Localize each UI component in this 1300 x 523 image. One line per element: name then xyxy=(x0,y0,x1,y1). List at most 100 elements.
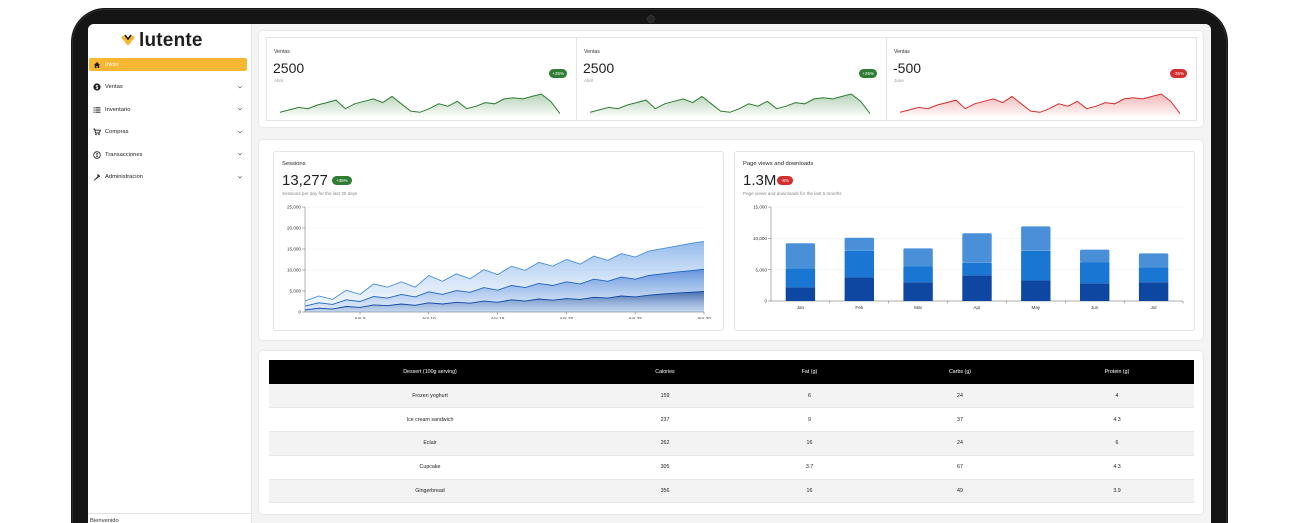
bar-segment xyxy=(1080,262,1110,284)
sidebar-item-label: Inventario xyxy=(105,106,131,113)
sparkline-line xyxy=(280,93,560,114)
cell-calories: 356 xyxy=(591,479,739,504)
table-row[interactable]: Gingerbread 356 16 49 3.9 xyxy=(269,479,1194,504)
cell-protein: 4 xyxy=(1040,384,1194,409)
y-tick-label: 10,000 xyxy=(287,268,301,273)
kpi-card: Ventas 2500 Abril +25% xyxy=(577,37,887,121)
y-tick-label: 20,000 xyxy=(287,226,301,231)
sidebar-item-administracion[interactable]: Administracion xyxy=(89,171,247,184)
sidebar-item-inventario[interactable]: Inventario xyxy=(89,103,247,116)
cell-dessert: Ice cream sandwich xyxy=(269,407,591,433)
x-tick-label: Apr 25 xyxy=(628,316,642,319)
column-header-carbs[interactable]: Carbs (g) xyxy=(948,369,972,375)
table-row[interactable]: Eclair 262 16 24 6 xyxy=(269,431,1194,456)
cell-calories: 262 xyxy=(591,431,739,456)
pageviews-value: 1.3M xyxy=(743,172,777,189)
series-area xyxy=(305,291,704,312)
y-tick-label: 15,000 xyxy=(287,247,301,252)
table-row[interactable]: Cupcake 305 3.7 67 4.3 xyxy=(269,455,1194,480)
table-row[interactable]: Frozen yoghurt 159 6 24 4 xyxy=(269,384,1194,409)
series-line xyxy=(304,268,705,307)
sidebar-item-label: Ventas xyxy=(105,84,123,90)
bar-segment xyxy=(962,262,992,276)
cell-dessert: Frozen yoghurt xyxy=(269,384,591,409)
bar-segment xyxy=(962,233,992,263)
sparkline-area xyxy=(900,94,1180,118)
sessions-card: Sessions 13,277 +35% Sessions per day fo… xyxy=(273,151,724,331)
cell-protein: 3.9 xyxy=(1040,479,1194,504)
sidebar-item-transacciones[interactable]: Transacciones xyxy=(89,148,247,161)
exchange-icon xyxy=(93,150,101,159)
cell-protein: 4.3 xyxy=(1040,407,1194,433)
sidebar-item-label: Compras xyxy=(105,129,129,135)
brand-logo[interactable]: lutente xyxy=(120,30,203,52)
column-header-fat[interactable]: Fat (g) xyxy=(801,369,818,375)
list-icon xyxy=(93,106,101,114)
bar-segment xyxy=(844,250,874,278)
series-line xyxy=(304,290,705,311)
sparkline xyxy=(590,93,870,118)
bar-segment xyxy=(1021,226,1051,251)
x-tick-label: Apr 30 xyxy=(697,316,711,319)
bar-segment xyxy=(1138,267,1169,283)
kpi-panel: Ventas 2500 Abril +25% Ventas 2500 Abril… xyxy=(259,31,1203,127)
cell-fat: 16 xyxy=(739,431,880,456)
app-screen: lutente Inicio Ventas Inventario xyxy=(88,24,1211,523)
sidebar-item-label: Transacciones xyxy=(105,151,143,158)
cell-protein: 6 xyxy=(1040,431,1194,456)
sessions-badge: +35% xyxy=(332,176,352,185)
kpi-card: Ventas -500 June -25% xyxy=(887,37,1197,121)
cell-protein: 4.3 xyxy=(1040,455,1194,480)
table-header-row: Dessert (100g serving) Calories Fat (g) … xyxy=(269,360,1194,384)
main-content: Ventas 2500 Abril +25% Ventas 2500 Abril… xyxy=(252,24,1211,523)
y-tick-label: 10,000 xyxy=(753,236,767,241)
cell-carbs: 67 xyxy=(880,455,1040,480)
sidebar-item-label: Administracion xyxy=(105,174,144,180)
sidebar-item-label: Inicio xyxy=(105,61,119,68)
kpi-title: Ventas xyxy=(274,49,290,55)
sidebar-footer: Bienvenido xyxy=(88,513,251,523)
cell-fat: 6 xyxy=(739,384,880,409)
cell-dessert: Eclair xyxy=(269,431,591,456)
kpi-title: Ventas xyxy=(894,49,910,55)
kpi-value: 2500 xyxy=(273,60,305,76)
sessions-area-chart: 0 5,000 10,000 15,000 20,000 25,000 Apr 5 Apr 1… xyxy=(287,205,711,319)
bar-segment xyxy=(1138,253,1169,268)
column-header-dessert[interactable]: Dessert (100g serving) xyxy=(403,369,457,375)
x-tick-label: Apr 20 xyxy=(560,316,574,319)
bar-segment xyxy=(844,277,874,301)
cell-dessert: Gingerbread xyxy=(269,479,591,504)
cell-calories: 159 xyxy=(591,384,739,409)
sidebar-item-inicio[interactable]: Inicio xyxy=(89,58,247,71)
sidebar-nav: Inicio Ventas Inventario Comp xyxy=(88,58,248,193)
kpi-card: Ventas 2500 Abril +25% xyxy=(266,37,577,121)
chevron-down-icon xyxy=(237,84,243,90)
x-tick-label: Jul xyxy=(1151,305,1157,310)
x-tick-label: Jun xyxy=(1091,305,1099,310)
kpi-period: June xyxy=(894,78,904,83)
pageviews-badge: -8% xyxy=(777,176,794,185)
chevron-down-icon xyxy=(237,174,243,180)
sparkline-line xyxy=(590,93,870,114)
sessions-value: 13,277 xyxy=(282,172,328,189)
cell-carbs: 37 xyxy=(880,407,1040,433)
bar-segment xyxy=(1080,283,1110,301)
cell-carbs: 49 xyxy=(880,479,1040,504)
bar-segment xyxy=(903,266,933,283)
sparkline-area xyxy=(590,94,870,118)
x-tick-label: Apr 5 xyxy=(355,316,366,319)
y-tick-label: 0 xyxy=(298,310,301,315)
column-header-calories[interactable]: Calories xyxy=(655,369,675,375)
sidebar-item-ventas[interactable]: Ventas xyxy=(89,81,247,94)
cell-fat: 9 xyxy=(739,407,880,433)
bar-segment xyxy=(1021,250,1051,281)
sidebar-item-compras[interactable]: Compras xyxy=(89,126,247,139)
sessions-subtitle: Sessions per day for the last 30 days xyxy=(282,191,358,196)
kpi-period: Abril xyxy=(584,78,594,83)
y-tick-label: 5,000 xyxy=(756,267,768,272)
bar-segment xyxy=(1021,280,1051,301)
column-header-protein[interactable]: Protein (g) xyxy=(1104,369,1130,375)
table-row[interactable]: Ice cream sandwich 237 9 37 4.3 xyxy=(269,407,1194,433)
cell-carbs: 24 xyxy=(880,384,1040,409)
y-tick-label: 5,000 xyxy=(290,289,302,294)
